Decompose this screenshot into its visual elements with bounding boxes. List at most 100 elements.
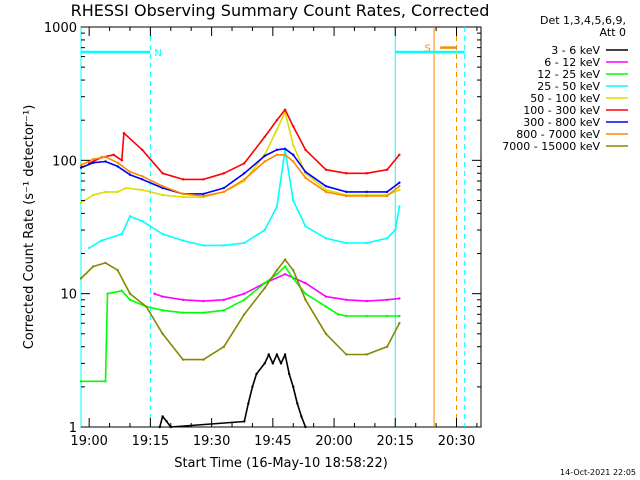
data-point-8-18 — [365, 353, 368, 356]
data-point-0-18 — [304, 425, 307, 429]
data-point-1-8 — [304, 281, 307, 285]
data-point-0-9 — [267, 353, 270, 356]
series-lines — [79, 108, 401, 429]
data-point-0-10 — [271, 362, 275, 365]
data-point-8-12 — [275, 268, 279, 272]
data-point-0-15 — [292, 385, 295, 389]
data-point-0-14 — [287, 372, 291, 376]
data-point-2-3 — [120, 289, 124, 293]
data-point-7-17 — [345, 194, 348, 198]
data-point-0-0 — [158, 425, 161, 429]
data-point-4-0 — [79, 201, 83, 205]
legend-label-3: 25 - 50 keV — [537, 80, 600, 93]
data-point-5-9 — [222, 172, 226, 175]
data-point-7-16 — [324, 190, 328, 194]
data-point-6-16 — [324, 184, 328, 188]
data-point-7-7 — [181, 192, 185, 196]
data-point-3-8 — [222, 244, 226, 247]
data-point-6-11 — [263, 154, 266, 158]
legend-label-8: 7000 - 15000 keV — [502, 140, 600, 153]
data-point-7-3 — [116, 161, 119, 164]
data-point-0-8 — [263, 362, 266, 365]
data-point-3-19 — [394, 228, 397, 232]
data-point-2-16 — [324, 305, 328, 308]
data-point-6-13 — [283, 147, 287, 151]
data-point-5-7 — [181, 178, 185, 181]
series-line-2 — [81, 265, 400, 383]
data-point-1-3 — [202, 299, 205, 303]
data-point-8-20 — [398, 322, 401, 325]
y-tick-label-1: 10 — [60, 288, 77, 303]
data-point-5-2 — [112, 153, 115, 157]
data-point-8-14 — [292, 268, 295, 272]
data-point-1-4 — [222, 298, 226, 301]
data-point-2-6 — [161, 309, 164, 312]
data-point-6-12 — [275, 148, 279, 151]
data-point-1-10 — [345, 298, 348, 301]
data-point-3-3 — [128, 215, 132, 218]
data-point-8-9 — [222, 345, 226, 348]
data-point-6-6 — [161, 186, 164, 190]
data-point-2-11 — [263, 281, 266, 285]
data-point-2-15 — [304, 292, 307, 295]
data-point-6-1 — [92, 161, 95, 164]
data-point-4-6 — [161, 193, 164, 197]
plot-frame — [80, 26, 482, 428]
x-axis-label: Start Time (16-May-10 18:58:22) — [174, 456, 388, 471]
data-point-3-17 — [365, 241, 368, 245]
data-point-8-16 — [324, 332, 328, 336]
data-point-3-1 — [100, 239, 103, 242]
data-point-3-14 — [304, 225, 307, 228]
data-point-2-8 — [202, 311, 205, 314]
data-point-2-12 — [275, 272, 279, 276]
data-point-7-14 — [292, 160, 295, 163]
data-point-3-4 — [141, 219, 144, 223]
data-point-5-19 — [385, 168, 389, 171]
data-point-4-12 — [275, 128, 279, 131]
data-point-3-16 — [345, 241, 348, 245]
data-point-4-4 — [124, 186, 128, 190]
data-point-2-2 — [106, 292, 109, 295]
data-point-2-10 — [243, 298, 246, 301]
series-line-3 — [88, 149, 401, 249]
data-point-7-5 — [141, 175, 144, 178]
data-point-8-6 — [161, 332, 164, 336]
data-point-7-15 — [304, 176, 307, 179]
data-point-7-13 — [283, 153, 287, 157]
data-point-0-13 — [283, 353, 287, 356]
data-point-2-4 — [128, 298, 132, 301]
data-point-7-4 — [128, 170, 132, 174]
data-point-6-14 — [292, 153, 295, 157]
data-point-5-5 — [141, 148, 144, 151]
annotation-label-1: S — [425, 44, 431, 55]
data-point-7-8 — [202, 194, 205, 198]
data-point-8-2 — [104, 261, 107, 265]
data-point-2-17 — [336, 313, 340, 316]
legend-label-2: 12 - 25 keV — [537, 68, 600, 81]
x-tick-label-3: 19:45 — [254, 434, 291, 449]
data-point-7-2 — [104, 155, 107, 159]
data-point-5-6 — [161, 172, 164, 175]
legend-label-4: 50 - 100 keV — [530, 92, 600, 105]
data-point-7-18 — [365, 194, 368, 198]
data-point-8-7 — [181, 358, 185, 361]
series-line-5 — [88, 108, 401, 181]
data-point-1-12 — [385, 298, 389, 301]
chart-title: RHESSI Observing Summary Count Rates, Co… — [71, 1, 490, 20]
x-tick-label-5: 20:15 — [377, 434, 414, 449]
data-point-0-4 — [243, 420, 246, 423]
data-point-3-7 — [202, 244, 205, 247]
data-point-8-10 — [243, 313, 246, 316]
data-point-8-13 — [283, 258, 287, 261]
y-tick-label-2: 100 — [52, 154, 77, 169]
data-point-2-13 — [283, 265, 287, 268]
y-tick-label-0: 1 — [69, 421, 77, 436]
series-line-4 — [80, 111, 400, 204]
data-point-6-18 — [365, 190, 368, 194]
data-point-6-20 — [398, 181, 401, 184]
data-point-0-12 — [279, 362, 283, 365]
data-point-7-6 — [161, 184, 164, 188]
y-axis-ticks: 1 10 100 1000 — [44, 21, 481, 436]
x-tick-label-1: 19:15 — [132, 434, 169, 449]
data-point-5-20 — [398, 153, 401, 157]
